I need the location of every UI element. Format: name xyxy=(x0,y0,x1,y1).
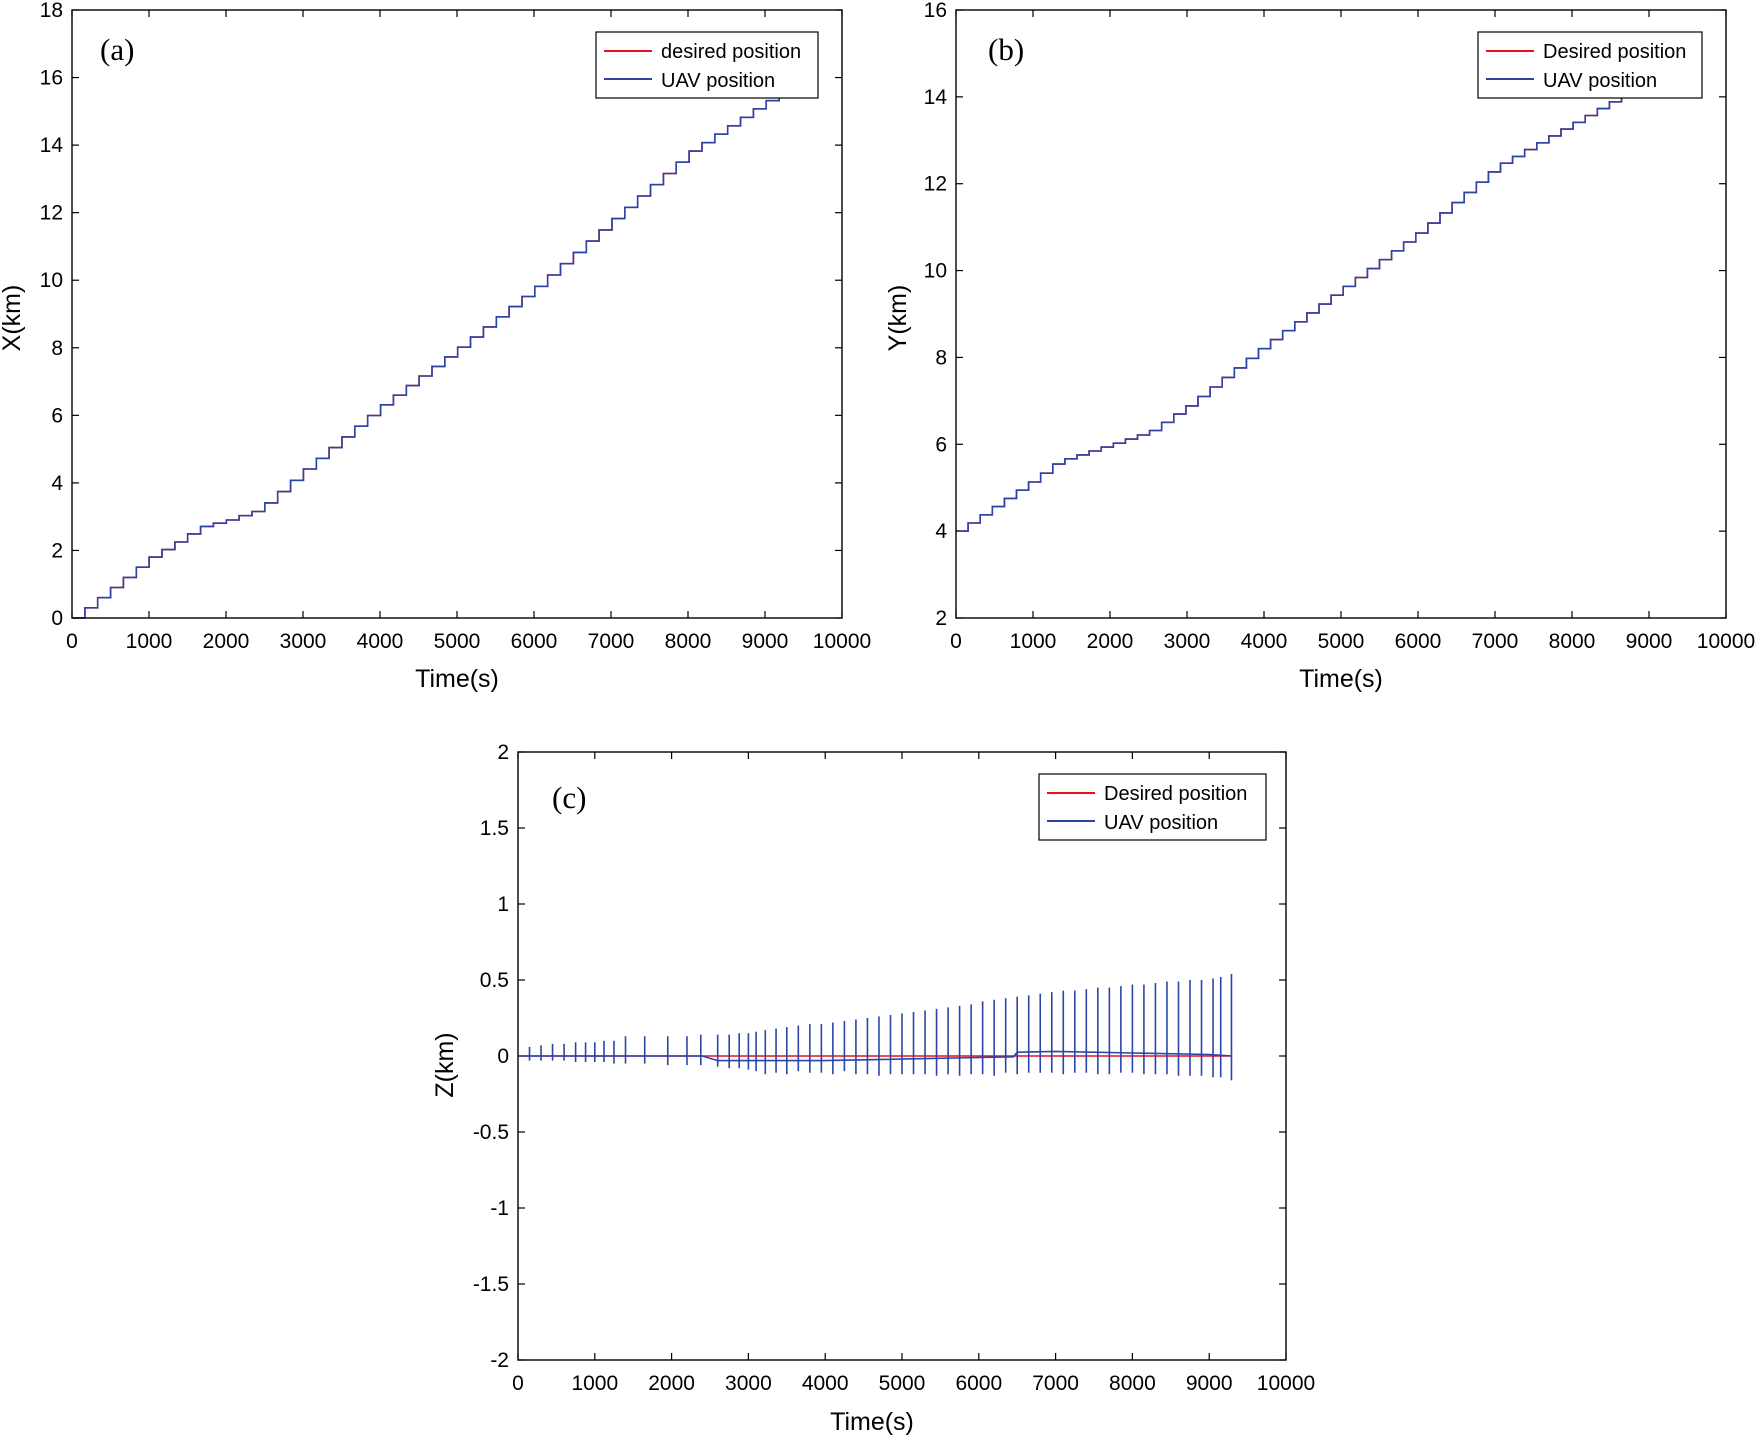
x-tick-label: 10000 xyxy=(813,630,871,653)
legend-entry-uav-c: UAV position xyxy=(1104,812,1218,834)
y-tick-label: -1.5 xyxy=(473,1273,509,1296)
x-tick-label: 2000 xyxy=(1087,630,1134,653)
y-tick-label: 14 xyxy=(40,134,64,157)
x-tick-label: 3000 xyxy=(725,1372,772,1395)
y-tick-label: 0 xyxy=(497,1045,509,1068)
x-tick-label: 0 xyxy=(950,630,962,653)
x-tick-label: 4000 xyxy=(357,630,404,653)
y-tick-label: 0 xyxy=(51,607,63,630)
x-tick-label: 6000 xyxy=(1395,630,1442,653)
legend-entry-uav-a: UAV position xyxy=(661,70,775,92)
y-tick-label: 1.5 xyxy=(480,817,509,840)
x-tick-label: 0 xyxy=(66,630,78,653)
y-tick-label: 8 xyxy=(51,337,63,360)
y-tick-label: 1 xyxy=(497,893,509,916)
x-tick-label: 5000 xyxy=(434,630,481,653)
x-tick-label: 3000 xyxy=(280,630,327,653)
panel-label-a: (a) xyxy=(100,32,134,67)
legend-c: Desired position UAV position xyxy=(1038,773,1267,841)
series-group-c xyxy=(518,973,1233,1081)
x-tick-label: 5000 xyxy=(879,1372,926,1395)
tick-group-c: 0 1000 2000 3000 4000 5000 6000 7000 8000 9000 100… xyxy=(473,741,1315,1395)
x-tick-label: 7000 xyxy=(1472,630,1519,653)
y-axis-label-a: X(km) xyxy=(0,285,26,352)
chart-panel-b: (b) Time(s) Y(km) 0 1000 2000 3000 4000 5000 6… xyxy=(884,0,1755,693)
x-tick-label: 7000 xyxy=(588,630,635,653)
desired-position-line xyxy=(72,91,793,619)
legend-box-c xyxy=(1038,773,1267,841)
y-tick-label: 12 xyxy=(924,173,947,196)
y-tick-label: -0.5 xyxy=(473,1121,509,1144)
legend-box-a xyxy=(595,31,819,99)
x-tick-label: 8000 xyxy=(665,630,712,653)
x-tick-label: 1000 xyxy=(126,630,173,653)
y-tick-label: -1 xyxy=(490,1197,509,1220)
series-group-a xyxy=(72,91,793,619)
x-tick-label: 5000 xyxy=(1318,630,1365,653)
y-tick-label: 14 xyxy=(924,86,948,109)
legend-a: desired position UAV position xyxy=(595,31,819,99)
x-axis-label-b: Time(s) xyxy=(1299,665,1383,693)
y-tick-label: 16 xyxy=(40,67,63,90)
x-tick-label: 1000 xyxy=(571,1372,618,1395)
x-tick-label: 3000 xyxy=(1164,630,1211,653)
x-tick-label: 8000 xyxy=(1549,630,1596,653)
y-tick-label: 2 xyxy=(935,607,947,630)
y-tick-label: 10 xyxy=(40,269,63,292)
panel-label-b: (b) xyxy=(988,32,1024,67)
uav-position-line xyxy=(72,91,793,619)
x-tick-label: 1000 xyxy=(1010,630,1057,653)
plot-frame-c xyxy=(517,751,1287,1361)
chart-panel-a: (a) Time(s) X(km) 0 1000 2000 3000 4000 5000 6… xyxy=(0,0,871,693)
y-tick-label: 2 xyxy=(51,539,63,562)
y-axis-label-c: Z(km) xyxy=(431,1032,459,1097)
x-tick-label: 4000 xyxy=(802,1372,849,1395)
legend-entry-desired-a: desired position xyxy=(661,41,801,63)
y-axis-label-b: Y(km) xyxy=(884,285,912,352)
x-tick-label: 9000 xyxy=(1186,1372,1233,1395)
y-tick-label: 0.5 xyxy=(480,969,509,992)
tick-group-a: 0 1000 2000 3000 4000 5000 6000 7000 8000 9000 100… xyxy=(40,0,872,653)
plot-frame-b xyxy=(955,9,1727,619)
y-tick-label: 8 xyxy=(935,346,947,369)
y-tick-label: 6 xyxy=(51,404,63,427)
y-tick-label: 10 xyxy=(924,260,947,283)
y-tick-label: 4 xyxy=(51,472,63,495)
chart-panel-c: (c) Time(s) Z(km) 0 1000 2000 3000 4000 5000 6… xyxy=(431,741,1315,1436)
x-tick-label: 9000 xyxy=(1626,630,1673,653)
legend-entry-desired-b: Desired position xyxy=(1543,41,1686,63)
plot-frame-a xyxy=(71,9,843,619)
x-tick-label: 9000 xyxy=(742,630,789,653)
legend-entry-uav-b: UAV position xyxy=(1543,70,1657,92)
y-tick-label: 16 xyxy=(924,0,947,22)
x-tick-label: 8000 xyxy=(1109,1372,1156,1395)
x-tick-label: 0 xyxy=(512,1372,524,1395)
uav-position-line xyxy=(956,83,1635,532)
y-tick-label: 2 xyxy=(497,741,509,764)
panel-label-c: (c) xyxy=(552,780,586,815)
y-tick-label: 4 xyxy=(935,520,947,543)
x-tick-label: 2000 xyxy=(648,1372,695,1395)
y-tick-label: 6 xyxy=(935,433,947,456)
x-tick-label: 7000 xyxy=(1032,1372,1079,1395)
x-tick-label: 4000 xyxy=(1241,630,1288,653)
series-group-b xyxy=(956,83,1635,532)
x-axis-label-c: Time(s) xyxy=(830,1408,914,1436)
y-tick-label: 12 xyxy=(40,202,63,225)
legend-b: Desired position UAV position xyxy=(1477,31,1703,99)
legend-box-b xyxy=(1477,31,1703,99)
y-tick-label: 18 xyxy=(40,0,63,22)
x-tick-label: 10000 xyxy=(1697,630,1755,653)
x-tick-label: 10000 xyxy=(1257,1372,1315,1395)
x-tick-label: 6000 xyxy=(955,1372,1002,1395)
uav-position-line xyxy=(518,1050,1233,1062)
legend-entry-desired-c: Desired position xyxy=(1104,783,1247,805)
y-tick-label: -2 xyxy=(490,1349,509,1372)
x-tick-label: 6000 xyxy=(511,630,558,653)
x-axis-label-a: Time(s) xyxy=(415,665,499,693)
x-tick-label: 2000 xyxy=(203,630,250,653)
